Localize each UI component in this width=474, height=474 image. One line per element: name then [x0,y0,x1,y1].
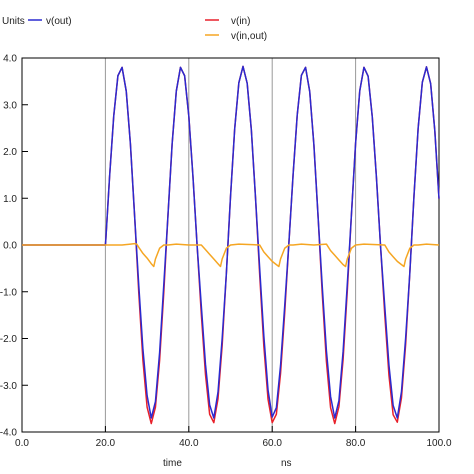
y-tick-label: 3.0 [3,100,17,111]
x-tick-label: 0.0 [15,438,29,449]
x-tick-label: 80.0 [346,438,366,449]
x-axis-unit: ns [281,458,292,469]
x-tick-label: 20.0 [96,438,116,449]
series-line-v-in-out [22,242,440,268]
series-line-v-out [22,65,440,419]
series [22,65,440,425]
legend-item-v-out: v(out) [28,16,72,27]
legend-label-v-in-out: v(in,out) [231,31,267,42]
legend-item-v-in-out: v(in,out) [205,31,267,42]
x-tick-label: 100.0 [426,438,451,449]
legend-label-v-out: v(out) [46,16,72,27]
y-tick-label: -3.0 [0,381,17,392]
y-axis-label: Units [2,16,25,27]
legend-label-v-in: v(in) [231,16,250,27]
y-tick-label: 0.0 [3,241,17,252]
legend: v(out) v(in) v(in,out) [28,16,267,42]
x-axis-label: time [163,458,182,469]
y-tick-label: -4.0 [0,428,17,439]
x-tick-label: 60.0 [262,438,282,449]
x-tick-label: 40.0 [179,438,199,449]
y-tick-label: -1.0 [0,287,17,298]
y-tick-label: -2.0 [0,334,17,345]
legend-item-v-in: v(in) [205,16,250,27]
y-tick-label: 2.0 [3,147,17,158]
y-axis: 4.0 3.0 2.0 1.0 0.0 -1.0 -2.0 -3.0 -4.0 [0,54,28,439]
x-axis: 0.0 20.0 40.0 60.0 80.0 100.0 [15,426,452,449]
y-tick-label: 1.0 [3,194,17,205]
y-tick-label: 4.0 [3,54,17,65]
